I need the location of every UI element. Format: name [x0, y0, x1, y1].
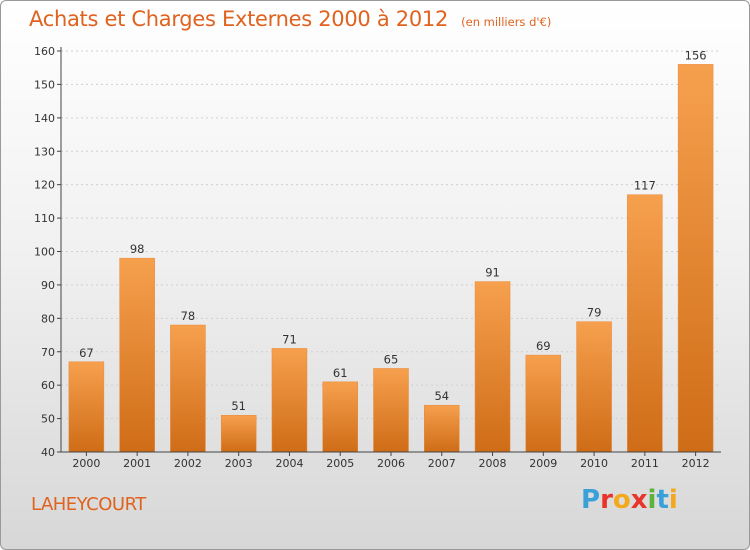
x-tick-label: 2008	[479, 457, 507, 470]
bar-2011	[627, 194, 663, 453]
bar-value-label: 91	[485, 266, 500, 280]
y-tick-label: 120	[34, 179, 55, 192]
x-tick-label: 2009	[529, 457, 557, 470]
location-label: LAHEYCOURT	[31, 494, 146, 515]
x-tick-label: 2002	[174, 457, 202, 470]
bar-value-label: 69	[536, 339, 551, 353]
axis-layer	[57, 47, 721, 456]
y-tick-label: 50	[41, 413, 55, 426]
chart-title: Achats et Charges Externes 2000 à 2012	[29, 7, 449, 31]
bar-value-label: 61	[333, 366, 348, 380]
bar-value-label: 71	[282, 332, 297, 346]
logo-letter: P	[581, 485, 601, 515]
chart-subtitle: (en milliers d'€)	[461, 15, 552, 29]
x-tick-label: 2001	[123, 457, 151, 470]
logo-letter: x	[630, 485, 648, 515]
y-tick-label: 100	[34, 246, 55, 259]
bar-2008	[474, 281, 511, 453]
y-tick-label: 70	[41, 346, 55, 359]
bar-value-label: 117	[634, 179, 656, 193]
x-tick-label: 2000	[72, 457, 100, 470]
y-tick-label: 160	[34, 45, 55, 58]
y-tick-label: 60	[41, 379, 55, 392]
y-tick-label: 80	[41, 312, 55, 325]
x-tick-label: 2006	[377, 457, 405, 470]
bar-value-label: 79	[587, 306, 602, 320]
bar-value-label: 67	[79, 346, 94, 360]
bar-2005	[322, 381, 358, 453]
y-tick-label: 150	[34, 78, 55, 91]
bar-2010	[576, 321, 612, 453]
y-tick-label: 40	[41, 446, 55, 459]
logo-letter: t	[656, 485, 669, 515]
bar-value-label: 65	[384, 352, 399, 366]
y-tick-label: 110	[34, 212, 55, 225]
bar-2009	[525, 354, 562, 453]
x-tick-label: 2010	[580, 457, 608, 470]
label-layer: 40 50 60 70 80 90 100 110 120 130 140 150 160 67 2000 9…	[34, 45, 710, 470]
x-tick-label: 2004	[275, 457, 303, 470]
bar-value-label: 98	[130, 242, 145, 256]
bar-2006	[373, 368, 409, 453]
bar-2001	[119, 257, 155, 453]
logo-letter: i	[668, 485, 678, 515]
logo-letter: o	[612, 485, 631, 515]
proxiti-logo: Proxiti	[581, 485, 678, 515]
y-tick-label: 130	[34, 145, 55, 158]
bar-2000	[68, 361, 105, 453]
logo-letter: r	[600, 485, 613, 515]
bar-2007	[424, 404, 460, 453]
bar-value-label: 156	[685, 48, 707, 62]
bar-value-label: 54	[434, 389, 449, 403]
bar-2012	[677, 64, 714, 453]
bar-2002	[170, 324, 206, 453]
bar-value-label: 51	[231, 399, 246, 413]
chart-title-block: Achats et Charges Externes 2000 à 2012 (…	[29, 7, 551, 31]
x-tick-label: 2007	[428, 457, 456, 470]
x-tick-label: 2003	[225, 457, 253, 470]
y-tick-label: 140	[34, 112, 55, 125]
bar-layer	[68, 64, 714, 453]
x-tick-label: 2012	[682, 457, 710, 470]
bar-value-label: 78	[181, 309, 196, 323]
bar-2003	[220, 414, 257, 453]
y-tick-label: 90	[41, 279, 55, 292]
logo-letter: i	[647, 485, 657, 515]
x-tick-label: 2005	[326, 457, 354, 470]
bar-2004	[271, 348, 308, 453]
x-tick-label: 2011	[631, 457, 659, 470]
